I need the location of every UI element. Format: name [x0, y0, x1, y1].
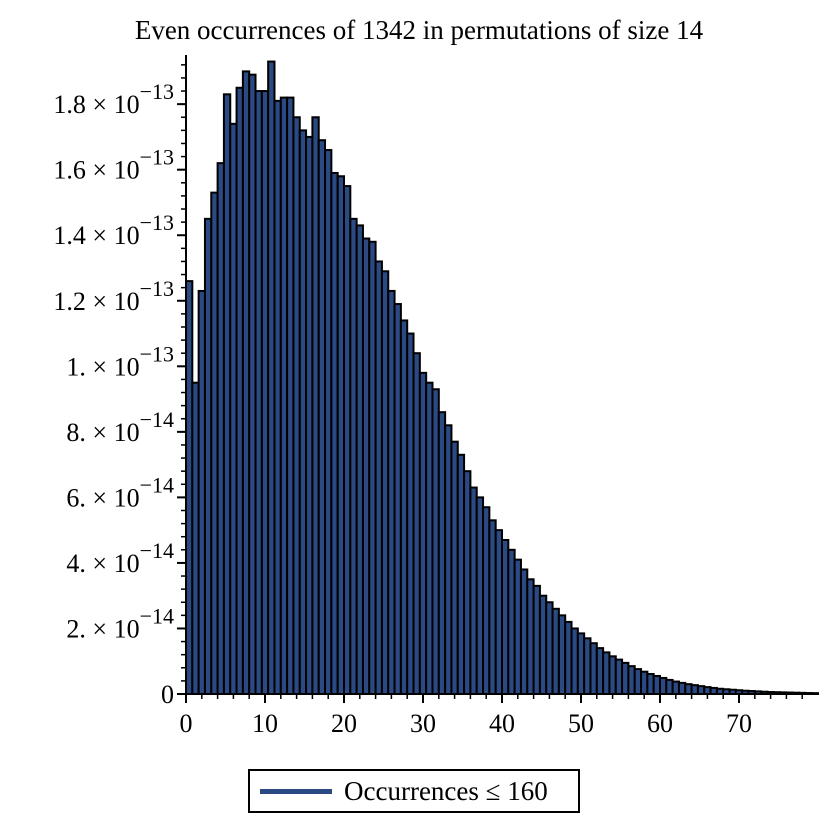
y-ticks-group: 0 2. × 10−14 4. × 10−14 6. × 10−14 8. × 10−1…: [53, 64, 186, 709]
x-tick-label: 60: [647, 709, 673, 738]
legend: Occurrences ≤ 160: [248, 769, 580, 813]
y-tick-label: 6. × 10−14: [66, 472, 174, 512]
x-tick-label: 40: [489, 709, 515, 738]
x-tick-label: 20: [331, 709, 357, 738]
legend-label: Occurrences ≤ 160: [344, 775, 548, 806]
y-tick-label: 1.4 × 10−13: [53, 210, 174, 250]
y-tick-label: 1.8 × 10−13: [53, 79, 174, 119]
y-tick-label: 1.6 × 10−13: [53, 145, 174, 185]
y-tick-label: 0: [161, 680, 174, 709]
x-tick-label: 10: [252, 709, 278, 738]
y-tick-label: 2. × 10−14: [66, 603, 174, 643]
x-tick-label: 50: [568, 709, 594, 738]
x-ticks-group: 0 10 20 30 40 50 60 70: [180, 694, 803, 738]
y-tick-label: 1. × 10−13: [66, 341, 174, 381]
y-tick-label: 8. × 10−14: [66, 407, 174, 447]
x-tick-label: 30: [410, 709, 436, 738]
x-tick-label: 0: [180, 709, 193, 738]
y-tick-label: 1.2 × 10−13: [53, 276, 174, 316]
chart-title: Even occurrences of 1342 in permutations…: [135, 15, 704, 45]
y-tick-label: 4. × 10−14: [66, 538, 174, 578]
legend-swatch: [260, 788, 332, 794]
bars-group: [185, 60, 819, 696]
x-tick-label: 70: [726, 709, 752, 738]
